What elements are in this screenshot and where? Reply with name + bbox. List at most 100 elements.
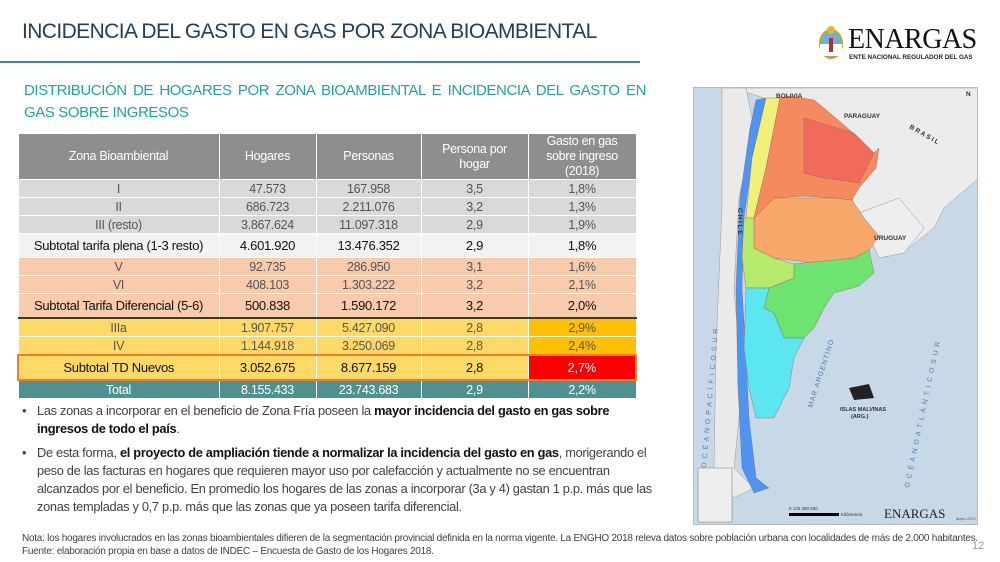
cell-hogares: 1.907.757	[218, 317, 317, 337]
logo-wordmark: ENARGAS	[848, 24, 977, 55]
map-label-chile: C H I L E	[736, 208, 743, 235]
table-row: V 92.735 286.950 3,1 1,6%	[17, 257, 637, 276]
cell-personas: 2.211.076	[315, 197, 422, 216]
table-row: I 47.573 167.958 3,5 1,8%	[17, 179, 637, 198]
cell-personas: 1.303.222	[315, 275, 422, 294]
subtotal-row: Subtotal Tarifa Diferencial (5-6) 500.838…	[17, 293, 637, 319]
bullet-item: De esta forma, el proyecto de ampliación…	[22, 444, 662, 516]
cell-zona: III (resto)	[17, 215, 220, 234]
cell-personas: 286.950	[315, 257, 422, 276]
col-persona-por-hogar: Persona por hogar	[420, 133, 529, 180]
cell-zona: II	[17, 197, 220, 216]
cell-pph: 3,5	[420, 179, 529, 198]
cell-gasto: 1,8%	[527, 179, 637, 198]
cell-gasto: 1,3%	[527, 197, 637, 216]
coat-of-arms-icon	[819, 26, 843, 59]
cell-hogares: 8.155.433	[218, 379, 317, 399]
bullet-text: , morigerando el peso de las facturas en…	[37, 445, 652, 514]
cell-personas: 167.958	[315, 179, 422, 198]
cell-personas: 3.250.069	[315, 336, 422, 356]
map-north-arrow: N	[966, 91, 971, 98]
households-table: Zona Bioambiental Hogares Personas Perso…	[17, 133, 637, 399]
cell-gasto: 1,8%	[527, 233, 637, 258]
total-row: Total 8.155.433 23.743.683 2,9 2,2%	[17, 379, 637, 399]
title-divider	[0, 61, 640, 63]
table-row: IIIa 1.907.757 5.427.090 2,8 2,9%	[17, 317, 637, 337]
cell-gasto: 2,1%	[527, 275, 637, 294]
malvinas-shape	[849, 384, 874, 400]
cell-personas: 13.476.352	[315, 233, 422, 258]
cell-pph: 3,2	[420, 293, 529, 319]
bullet-text: Las zonas a incorporar en el beneficio d…	[37, 403, 375, 418]
footnote: Nota: los hogares involucrados en las zo…	[22, 533, 978, 557]
cell-hogares: 1.144.918	[218, 336, 317, 356]
bullet-text: De esta forma,	[37, 445, 120, 460]
cell-zona: Subtotal TD Nuevos	[17, 354, 220, 381]
map-label-uruguay: URUGUAY	[874, 235, 907, 242]
subtotal-row: Subtotal TD Nuevos 3.052.675 8.677.159 2,8 2…	[17, 354, 637, 381]
page-number: 12	[972, 540, 985, 552]
map-label-bolivia: BOLIVIA	[776, 93, 803, 100]
cell-personas: 11.097.318	[315, 215, 422, 234]
table-row: II 686.723 2.211.076 3,2 1,3%	[17, 197, 637, 216]
cell-pph: 3,1	[420, 257, 529, 276]
cell-zona: Subtotal Tarifa Diferencial (5-6)	[17, 293, 220, 319]
enargas-logo: ENARGAS ENTE NACIONAL REGULADOR DEL GAS	[818, 24, 978, 64]
zone-v	[743, 287, 805, 419]
section-subtitle: DISTRIBUCIÓN DE HOGARES POR ZONA BIOAMBI…	[24, 82, 646, 121]
map-label-malvinas: ISLAS MALVINAS	[840, 407, 886, 413]
cell-zona: Subtotal tarifa plena (1-3 resto)	[17, 233, 220, 258]
bullet-bold-text: el proyecto de ampliación tiende a norma…	[119, 445, 559, 460]
cell-gasto: 1,9%	[527, 215, 637, 234]
cell-hogares: 408.103	[218, 275, 317, 294]
cell-personas: 8.677.159	[315, 354, 422, 381]
cell-gasto: 2,7%	[527, 354, 637, 381]
cell-hogares: 47.573	[218, 179, 317, 198]
cell-zona: IV	[17, 336, 220, 356]
cell-pph: 2,8	[420, 317, 529, 337]
map-label-paraguay: PARAGUAY	[844, 113, 881, 120]
cell-gasto: 1,6%	[527, 257, 637, 276]
cell-hogares: 4.601.920	[218, 233, 317, 258]
map-label-malvinas-sub: (ARG.)	[851, 414, 869, 420]
cell-zona: V	[17, 257, 220, 276]
logo-subtitle: ENTE NACIONAL REGULADOR DEL GAS	[849, 54, 973, 61]
cell-personas: 1.590.172	[315, 293, 422, 319]
bullet-list: Las zonas a incorporar en el beneficio d…	[22, 402, 662, 522]
table-row: VI 408.103 1.303.222 3,2 2,1%	[17, 275, 637, 294]
table-row: IV 1.144.918 3.250.069 2,8 2,4%	[17, 336, 637, 356]
cell-personas: 23.743.683	[315, 379, 422, 399]
scale-label: 0 125 250 500	[789, 506, 818, 511]
antarctica-inset	[697, 467, 733, 523]
cell-zona: VI	[17, 275, 220, 294]
cell-personas: 5.427.090	[315, 317, 422, 337]
cell-pph: 3,2	[420, 197, 529, 216]
cell-gasto: 2,4%	[527, 336, 637, 356]
cell-hogares: 3.052.675	[218, 354, 317, 381]
bullet-bold-text: mayor incidencia del gasto en gas sobre …	[37, 403, 610, 436]
cell-hogares: 3.867.624	[218, 215, 317, 234]
cell-pph: 2,9	[420, 233, 529, 258]
cell-pph: 3,2	[420, 275, 529, 294]
cell-hogares: 500.838	[218, 293, 317, 319]
cell-pph: 2,8	[420, 336, 529, 356]
col-personas: Personas	[315, 133, 422, 180]
cell-gasto: 2,0%	[527, 293, 637, 319]
cell-zona: IIIa	[17, 317, 220, 337]
page-title: INCIDENCIA DEL GASTO EN GAS POR ZONA BIO…	[22, 20, 597, 43]
cell-pph: 2,8	[420, 354, 529, 381]
map-date: Mayo 2021	[956, 516, 977, 521]
bullet-item: Las zonas a incorporar en el beneficio d…	[22, 402, 662, 438]
cell-zona: I	[17, 179, 220, 198]
uruguay-land	[858, 197, 925, 259]
col-gasto: Gasto en gas sobre ingreso (2018)	[527, 133, 637, 180]
zone-i	[803, 117, 875, 184]
col-hogares: Hogares	[218, 133, 317, 180]
table-header-row: Zona Bioambiental Hogares Personas Perso…	[17, 133, 637, 180]
cell-pph: 2,9	[420, 215, 529, 234]
cell-zona: Total	[17, 379, 220, 399]
cell-hogares: 92.735	[218, 257, 317, 276]
bullet-text: .	[176, 421, 180, 436]
scale-unit: Kilómetros	[841, 512, 863, 517]
map-logo: ENARGAS	[884, 506, 945, 521]
